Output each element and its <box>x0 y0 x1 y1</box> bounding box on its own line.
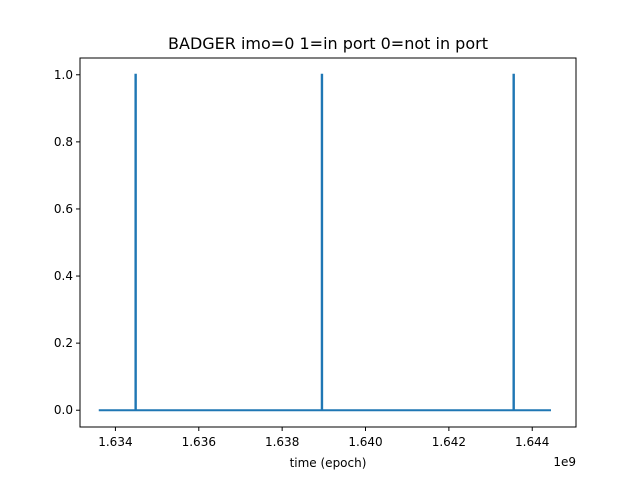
x-offset-label: 1e9 <box>553 455 576 469</box>
ticks-layer: 1.634 1.636 1.638 1.640 1.642 1.644 0.0 0.2 0.4 0… <box>54 68 550 449</box>
x-axis-label: time (epoch) <box>290 456 367 470</box>
y-tick-label: 1.0 <box>54 68 73 82</box>
x-tick-label: 1.638 <box>265 435 299 449</box>
y-tick-label: 0.6 <box>54 202 73 216</box>
chart-title: BADGER imo=0 1=in port 0=not in port <box>168 34 488 53</box>
x-tick-label: 1.634 <box>98 435 132 449</box>
y-tick-label: 0.4 <box>54 269 73 283</box>
x-tick-label: 1.636 <box>182 435 216 449</box>
series-line-0 <box>98 73 551 412</box>
series-layer <box>98 73 551 412</box>
x-tick-label: 1.640 <box>348 435 382 449</box>
plot-frame <box>79 57 577 428</box>
y-tick-label: 0.8 <box>54 135 73 149</box>
x-tick-label: 1.644 <box>515 435 549 449</box>
y-tick-label: 0.0 <box>54 403 73 417</box>
x-tick-label: 1.642 <box>432 435 466 449</box>
y-tick-label: 0.2 <box>54 336 73 350</box>
